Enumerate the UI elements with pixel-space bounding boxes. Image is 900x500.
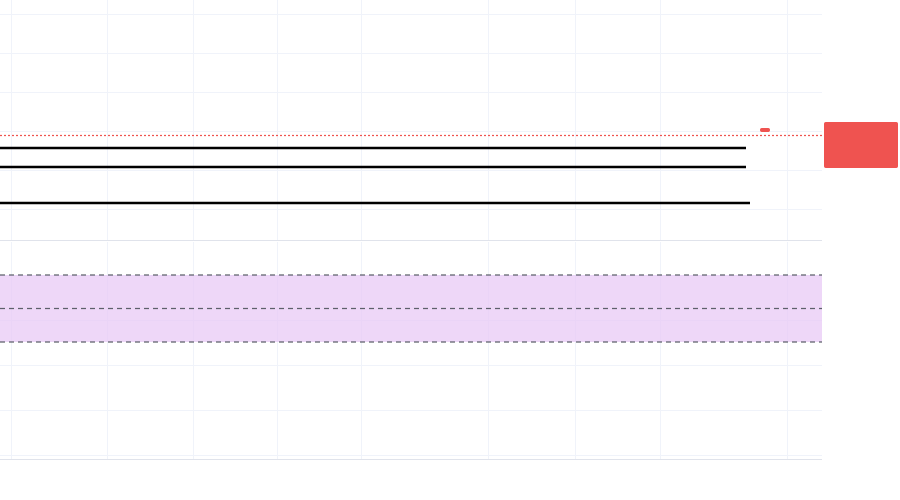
- gridline-v: [787, 0, 788, 240]
- time-axis[interactable]: [0, 460, 822, 500]
- gridline-v: [193, 242, 194, 460]
- price-overlay-layer: [0, 134, 822, 205]
- current-price-tag[interactable]: [824, 122, 898, 168]
- symbol-badge[interactable]: [760, 128, 770, 132]
- overbought-oversold-band: [0, 275, 822, 342]
- gridline-h: [0, 92, 822, 93]
- legend-row-smma14[interactable]: [12, 33, 44, 48]
- time-axis-separator: [0, 459, 900, 460]
- gridline-v: [193, 0, 194, 240]
- gridline-h: [0, 131, 822, 132]
- gridline-v: [11, 242, 12, 460]
- gridline-v: [107, 0, 108, 240]
- gridline-h: [0, 14, 822, 15]
- gridline-h: [0, 455, 822, 456]
- moving-warning: [12, 63, 44, 78]
- gridline-v: [787, 242, 788, 460]
- price-axis[interactable]: [822, 0, 900, 460]
- gridline-h: [0, 170, 822, 171]
- pane-separator: [0, 240, 822, 241]
- gridline-v: [277, 242, 278, 460]
- stoch-rsi-series: [0, 274, 822, 343]
- price-legend: [12, 3, 44, 78]
- price-pane[interactable]: [0, 0, 822, 240]
- gridline-h: [0, 53, 822, 54]
- stoch-rsi-pane[interactable]: [0, 242, 822, 460]
- legend-row-ohlc: [12, 3, 44, 18]
- gridline-v: [660, 242, 661, 460]
- gridline-v: [361, 0, 362, 240]
- gridline-h: [0, 410, 822, 411]
- gridline-v: [488, 242, 489, 460]
- gridline-v: [660, 0, 661, 240]
- gridline-v: [575, 0, 576, 240]
- gridline-v: [488, 0, 489, 240]
- gridline-v: [361, 242, 362, 460]
- gridline-v: [575, 242, 576, 460]
- volume-warning: [12, 48, 44, 63]
- legend-row-smma50[interactable]: [12, 18, 44, 33]
- gridline-h: [0, 365, 822, 366]
- gridline-v: [277, 0, 278, 240]
- gridline-v: [11, 0, 12, 240]
- gridline-h: [0, 209, 822, 210]
- stoch-rsi-legend: [12, 253, 25, 268]
- gridline-v: [107, 242, 108, 460]
